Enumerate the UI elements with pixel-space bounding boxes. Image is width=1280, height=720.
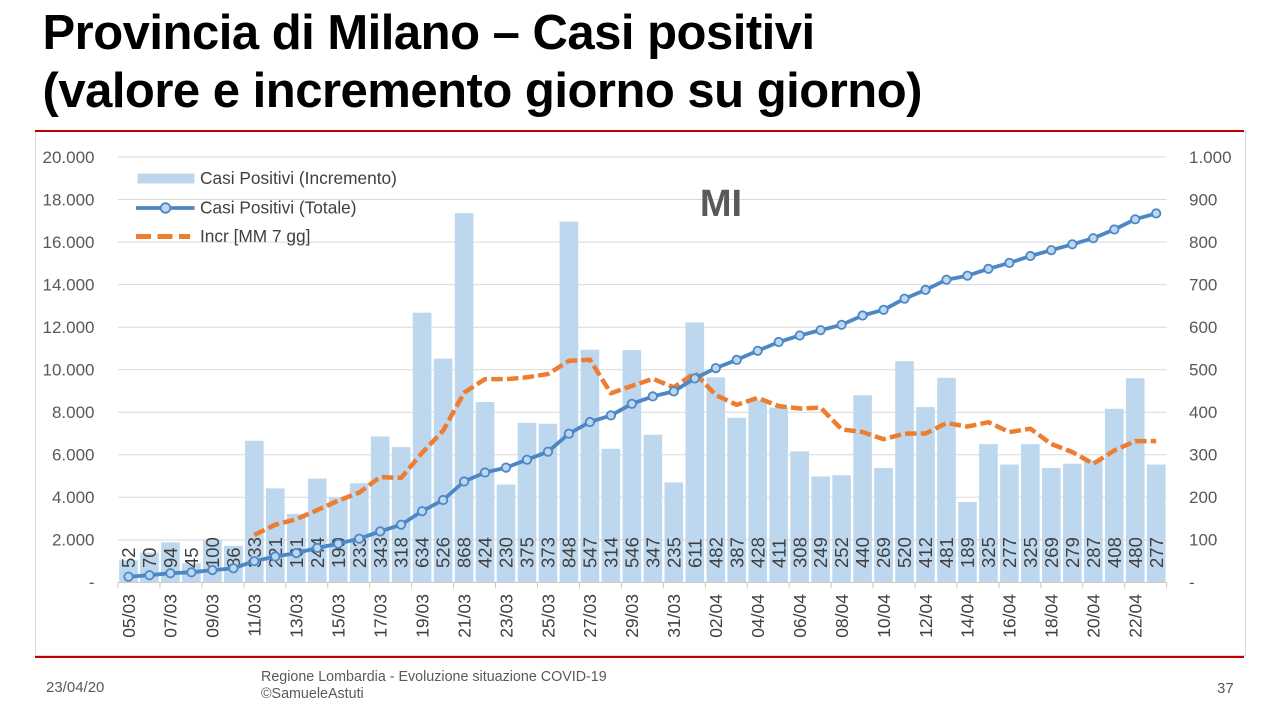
svg-text:500: 500 [1189, 361, 1217, 380]
svg-text:19/03: 19/03 [412, 594, 432, 638]
svg-text:2.000: 2.000 [52, 531, 95, 550]
svg-text:200: 200 [1189, 488, 1217, 507]
svg-text:86: 86 [223, 547, 244, 568]
svg-text:343: 343 [370, 537, 391, 568]
svg-text:233: 233 [349, 537, 370, 568]
svg-text:16/04: 16/04 [1000, 594, 1020, 638]
svg-text:300: 300 [1189, 446, 1217, 465]
svg-text:02/04: 02/04 [706, 594, 726, 638]
svg-text:94: 94 [160, 547, 181, 568]
svg-text:481: 481 [936, 537, 957, 568]
svg-text:100: 100 [1189, 531, 1217, 550]
svg-text:09/03: 09/03 [203, 594, 223, 638]
svg-text:11/03: 11/03 [245, 594, 265, 637]
svg-text:482: 482 [705, 537, 726, 568]
svg-text:06/04: 06/04 [790, 594, 810, 638]
svg-text:27/03: 27/03 [580, 594, 600, 638]
svg-text:325: 325 [1020, 537, 1041, 568]
svg-text:18.000: 18.000 [43, 190, 95, 209]
svg-text:318: 318 [391, 537, 412, 568]
svg-text:20/04: 20/04 [1084, 594, 1104, 638]
svg-text:400: 400 [1189, 403, 1217, 422]
svg-text:428: 428 [747, 537, 768, 568]
svg-text:252: 252 [831, 537, 852, 568]
svg-text:235: 235 [663, 537, 684, 568]
svg-text:520: 520 [894, 537, 915, 568]
svg-text:412: 412 [915, 537, 936, 568]
svg-text:08/04: 08/04 [832, 594, 852, 638]
svg-text:16.000: 16.000 [43, 233, 95, 252]
svg-text:21/03: 21/03 [454, 594, 474, 638]
svg-text:375: 375 [517, 537, 538, 568]
svg-text:526: 526 [433, 537, 454, 568]
svg-text:Casi Positivi (Totale): Casi Positivi (Totale) [200, 198, 357, 218]
svg-text:547: 547 [580, 537, 601, 568]
svg-text:848: 848 [559, 537, 580, 568]
svg-text:1.000: 1.000 [1189, 148, 1232, 167]
svg-text:14/04: 14/04 [958, 594, 978, 638]
svg-text:-: - [89, 573, 95, 592]
svg-text:23/03: 23/03 [496, 594, 516, 638]
svg-text:29/03: 29/03 [622, 594, 642, 638]
svg-text:12/04: 12/04 [916, 594, 936, 638]
svg-text:230: 230 [496, 537, 517, 568]
svg-text:13/03: 13/03 [287, 594, 307, 638]
svg-text:634: 634 [412, 537, 433, 568]
svg-text:4.000: 4.000 [52, 488, 95, 507]
svg-text:15/03: 15/03 [329, 594, 349, 638]
svg-text:10/04: 10/04 [874, 594, 894, 638]
svg-text:269: 269 [1041, 537, 1062, 568]
svg-text:700: 700 [1189, 275, 1217, 294]
svg-text:546: 546 [622, 537, 643, 568]
svg-text:480: 480 [1125, 537, 1146, 568]
svg-text:347: 347 [642, 537, 663, 568]
svg-text:279: 279 [1062, 537, 1083, 568]
svg-text:900: 900 [1189, 190, 1217, 209]
svg-text:12.000: 12.000 [43, 318, 95, 337]
svg-text:14.000: 14.000 [43, 275, 95, 294]
svg-text:Incr [MM 7 gg]: Incr [MM 7 gg] [200, 226, 310, 246]
svg-text:868: 868 [454, 537, 475, 568]
svg-text:25/03: 25/03 [538, 594, 558, 638]
svg-text:18/04: 18/04 [1042, 594, 1062, 638]
svg-text:249: 249 [810, 537, 831, 568]
svg-text:277: 277 [1146, 537, 1167, 568]
svg-text:6.000: 6.000 [52, 446, 95, 465]
svg-text:308: 308 [789, 537, 810, 568]
svg-text:10.000: 10.000 [43, 361, 95, 380]
svg-text:MI: MI [700, 183, 742, 225]
svg-text:07/03: 07/03 [161, 594, 181, 638]
svg-text:8.000: 8.000 [52, 403, 95, 422]
svg-text:22/04: 22/04 [1126, 594, 1146, 638]
svg-text:45: 45 [181, 547, 202, 568]
svg-text:Casi Positivi (Incremento): Casi Positivi (Incremento) [200, 168, 397, 188]
svg-text:52: 52 [118, 547, 139, 568]
svg-text:611: 611 [684, 539, 705, 569]
svg-text:05/03: 05/03 [119, 594, 139, 638]
svg-text:424: 424 [475, 537, 496, 568]
svg-text:20.000: 20.000 [43, 148, 95, 167]
svg-text:189: 189 [957, 537, 978, 568]
svg-text:325: 325 [978, 537, 999, 568]
svg-text:314: 314 [601, 537, 622, 568]
svg-text:600: 600 [1189, 318, 1217, 337]
svg-text:17/03: 17/03 [371, 594, 391, 638]
svg-text:277: 277 [999, 537, 1020, 568]
svg-text:269: 269 [873, 537, 894, 568]
svg-text:387: 387 [726, 537, 747, 568]
svg-text:408: 408 [1104, 537, 1125, 568]
svg-text:411: 411 [768, 539, 789, 569]
svg-text:04/04: 04/04 [748, 594, 768, 638]
svg-text:287: 287 [1083, 537, 1104, 568]
svg-text:800: 800 [1189, 233, 1217, 252]
svg-text:-: - [1189, 573, 1195, 592]
svg-text:70: 70 [139, 547, 160, 568]
svg-text:373: 373 [538, 537, 559, 568]
svg-text:100: 100 [202, 537, 223, 568]
svg-text:31/03: 31/03 [664, 594, 684, 638]
svg-text:440: 440 [852, 537, 873, 568]
